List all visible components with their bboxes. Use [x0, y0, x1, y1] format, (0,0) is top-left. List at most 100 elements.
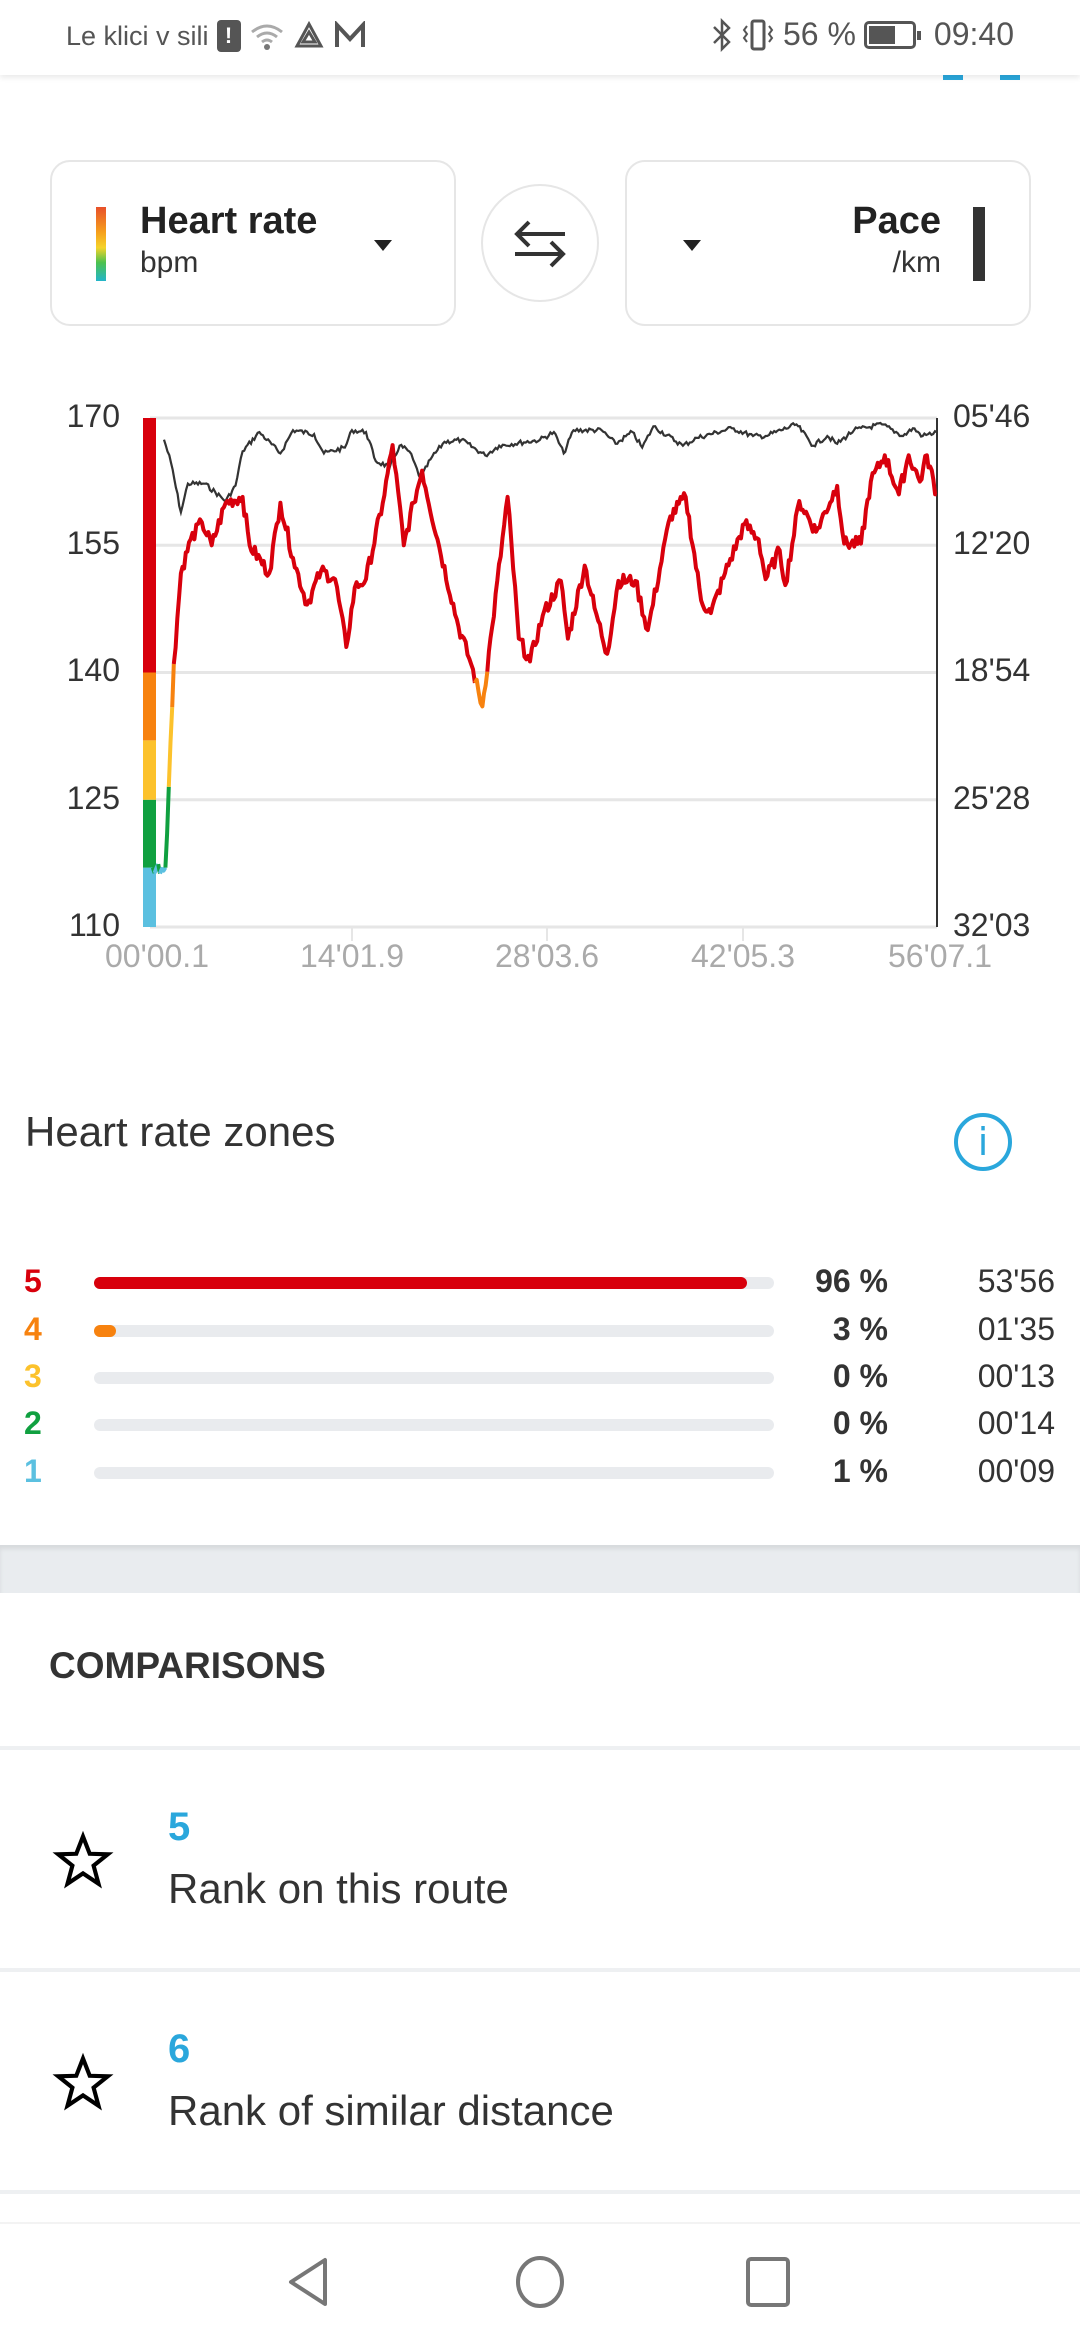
- left-metric-selector[interactable]: Heart rate bpm: [50, 160, 456, 326]
- heart-rate-series-segment: [170, 663, 176, 708]
- left-axis-tick: 170: [66, 398, 120, 434]
- zone-number: 5: [24, 1263, 42, 1299]
- zone-percent: 1 %: [832, 1453, 888, 1489]
- pace-color-legend: [973, 207, 985, 281]
- zones-title: Heart rate zones: [25, 1108, 336, 1155]
- zone-bar-fill: [94, 1277, 747, 1289]
- zone-bar: [94, 1277, 774, 1289]
- right-axis-tick: 18'54: [953, 652, 1031, 688]
- zone-percent: 0 %: [832, 1358, 888, 1394]
- divider: [0, 1746, 1080, 1750]
- x-axis-tick: 14'01.9: [300, 938, 404, 974]
- heart-rate-series-segment: [171, 443, 477, 684]
- right-axis-tick: 12'20: [953, 525, 1031, 561]
- zone-percent: 96 %: [815, 1263, 888, 1299]
- star-icon: [52, 2052, 114, 2111]
- zone-axis-segment-2: [143, 799, 156, 868]
- zone-percent: 3 %: [832, 1311, 888, 1347]
- heart-rate-series-segment: [485, 453, 938, 672]
- swap-axes-button[interactable]: [481, 184, 599, 302]
- comparisons-title: COMPARISONS: [49, 1645, 326, 1686]
- home-button[interactable]: [514, 2254, 566, 2310]
- zone-bar: [94, 1419, 774, 1431]
- rank-label: Rank on this route: [168, 1865, 509, 1912]
- zone-time: 00'14: [977, 1405, 1055, 1441]
- x-axis-tick: 00'00.1: [105, 938, 209, 974]
- status-bar: Le klici v sili ! 56 % 09:40: [0, 0, 1080, 75]
- left-axis-tick: 125: [66, 780, 120, 816]
- heart-rate-series-segment: [473, 671, 490, 709]
- back-button[interactable]: [285, 2254, 331, 2310]
- dropdown-caret-icon: [683, 240, 701, 251]
- x-axis-tick: 28'03.6: [495, 938, 599, 974]
- comparison-item-route-rank[interactable]: 5 Rank on this route: [0, 1750, 1080, 1968]
- comparison-item-distance-rank[interactable]: 6 Rank of similar distance: [0, 1972, 1080, 2190]
- zone-axis-segment-5: [143, 418, 156, 673]
- zone-number: 3: [24, 1358, 42, 1394]
- right-metric-unit: /km: [892, 246, 941, 279]
- clock: 09:40: [933, 16, 1014, 52]
- right-metric-selector[interactable]: Pace /km: [625, 160, 1031, 326]
- swap-arrows-icon: [514, 220, 566, 268]
- zone-bar: [94, 1372, 774, 1384]
- divider: [0, 2190, 1080, 2194]
- toolbar-icon-partial: [1000, 72, 1020, 80]
- zone-time: 00'09: [977, 1453, 1055, 1489]
- battery-percent: 56 %: [782, 16, 856, 52]
- heart-rate-series-segment: [158, 866, 168, 875]
- dropdown-caret-icon: [374, 240, 392, 251]
- star-icon: [52, 1830, 114, 1889]
- zone-percent: 0 %: [832, 1405, 888, 1441]
- zone-row-5: 5 96 % 53'56: [0, 1263, 1080, 1303]
- vibrate-icon: [742, 19, 774, 50]
- zone-axis-segment-4: [143, 672, 156, 741]
- zone-bar-fill: [94, 1325, 116, 1337]
- heart-rate-series-segment: [163, 786, 171, 868]
- zone-axis-segment-3: [143, 740, 156, 800]
- right-axis-tick: 25'28: [953, 780, 1031, 816]
- drive-icon: [294, 20, 324, 48]
- battery-icon: [863, 20, 921, 49]
- x-axis-tick: 56'07.1: [888, 938, 992, 974]
- heart-rate-series-segment: [148, 867, 155, 911]
- hr-pace-chart[interactable]: [0, 380, 1080, 980]
- zone-time: 01'35: [977, 1311, 1055, 1347]
- right-axis-tick: 32'03: [953, 907, 1031, 943]
- left-axis-tick: 140: [66, 652, 120, 688]
- recents-button[interactable]: [745, 2256, 791, 2308]
- left-metric-unit: bpm: [140, 246, 199, 279]
- right-axis-tick: 05'46: [953, 398, 1031, 434]
- zone-row-3: 3 0 % 00'13: [0, 1358, 1080, 1398]
- left-axis-tick: 110: [68, 907, 120, 943]
- zone-number: 1: [24, 1453, 42, 1489]
- rank-value: 6: [168, 2027, 191, 2071]
- gmail-icon: [334, 21, 365, 47]
- divider: [0, 1968, 1080, 1972]
- carrier-label: Le klici v sili: [66, 20, 209, 51]
- zone-number: 4: [24, 1311, 42, 1347]
- heart-rate-series-segment: [166, 707, 175, 787]
- bluetooth-icon: [713, 17, 731, 52]
- rank-label: Rank of similar distance: [168, 2087, 614, 2134]
- zone-number: 2: [24, 1405, 42, 1441]
- zone-row-4: 4 3 % 01'35: [0, 1311, 1080, 1351]
- pace-series-line: [162, 421, 938, 517]
- wifi-icon: [250, 24, 283, 50]
- zone-bar: [94, 1325, 774, 1337]
- x-axis-tick: 42'05.3: [691, 938, 795, 974]
- zone-time: 53'56: [977, 1263, 1055, 1299]
- zone-time: 00'13: [977, 1358, 1055, 1394]
- zone-row-2: 2 0 % 00'14: [0, 1405, 1080, 1445]
- left-axis-tick: 155: [66, 525, 120, 561]
- right-metric-title: Pace: [852, 200, 941, 242]
- left-metric-title: Heart rate: [140, 200, 318, 242]
- zone-bar: [94, 1467, 774, 1479]
- info-icon[interactable]: i: [954, 1113, 1012, 1171]
- toolbar-icon-partial: [943, 72, 963, 80]
- section-separator: [0, 1545, 1080, 1593]
- heart-rate-color-legend: [96, 207, 106, 281]
- zone-row-1: 1 1 % 00'09: [0, 1453, 1080, 1493]
- chart-canvas: [143, 416, 938, 941]
- rank-value: 5: [168, 1805, 191, 1849]
- system-nav-bar: [0, 2222, 1080, 2340]
